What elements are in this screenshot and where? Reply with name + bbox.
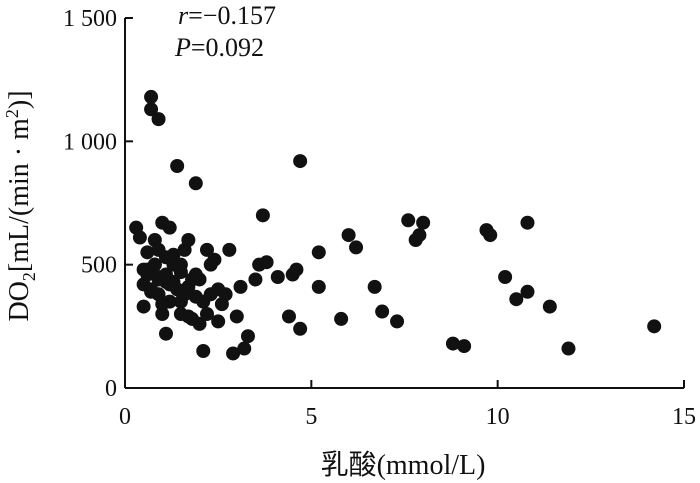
data-point <box>349 240 364 255</box>
data-point <box>416 215 431 230</box>
data-points <box>129 89 662 361</box>
data-point <box>293 321 308 336</box>
data-point <box>136 262 151 277</box>
x-tick-label: 10 <box>486 404 510 430</box>
data-point <box>181 233 196 247</box>
y-tick-label: 500 <box>81 253 117 279</box>
data-point <box>226 346 241 361</box>
data-point <box>140 245 155 260</box>
data-point <box>196 344 211 358</box>
y-axis-title: DO2[mL/(min · m2)] <box>2 90 39 321</box>
y-tick-label: 0 <box>105 376 117 402</box>
data-point <box>162 277 177 292</box>
data-point <box>192 316 207 331</box>
data-point <box>509 292 524 307</box>
data-point <box>166 247 181 262</box>
axes: 0 5 10 15 0 500 1 000 1 500 <box>63 6 696 430</box>
data-point <box>170 159 185 173</box>
data-point <box>561 341 576 356</box>
data-point <box>155 307 170 321</box>
p-value: =0.092 <box>191 33 264 62</box>
y-tick-label: 1 000 <box>63 129 117 155</box>
data-point <box>412 228 427 243</box>
data-point <box>270 270 285 284</box>
data-point <box>199 242 214 257</box>
data-point <box>375 304 390 319</box>
data-point <box>144 89 159 104</box>
data-point <box>498 270 513 284</box>
data-point <box>155 297 170 312</box>
x-tick-label: 5 <box>305 404 317 430</box>
data-point <box>144 284 159 299</box>
x-tick-label: 15 <box>672 404 696 430</box>
data-point <box>207 252 222 267</box>
data-point <box>289 262 304 277</box>
data-point <box>229 309 244 324</box>
data-point <box>647 319 662 334</box>
data-point <box>311 279 326 294</box>
data-point <box>147 257 162 272</box>
y-axis-title-main: DO <box>4 281 35 321</box>
data-point <box>520 284 535 299</box>
data-point <box>192 272 207 287</box>
data-point <box>181 279 196 294</box>
data-point <box>401 213 416 228</box>
data-point <box>341 228 356 243</box>
y-axis-title-sup: 2 <box>2 109 22 118</box>
data-point <box>520 215 535 230</box>
y-axis-title-mid: [mL/(min · m <box>4 118 35 272</box>
x-axis-ticks: 0 5 10 15 <box>119 380 696 430</box>
data-point <box>259 255 274 270</box>
p-symbol: P <box>174 33 191 62</box>
data-point <box>151 272 166 287</box>
data-point <box>255 208 270 223</box>
x-axis-title: 乳酸(mmol/L) <box>321 449 486 481</box>
correlation-annotation: r=−0.157 <box>178 1 276 30</box>
r-symbol: r <box>178 1 189 30</box>
p-value-annotation: P=0.092 <box>174 33 264 62</box>
data-point <box>218 287 233 302</box>
data-point <box>445 336 460 351</box>
y-axis-title-sub: 2 <box>19 272 39 281</box>
y-tick-label: 1 500 <box>63 6 117 32</box>
data-point <box>158 326 173 341</box>
data-point <box>367 279 382 294</box>
r-value: =−0.157 <box>188 1 276 30</box>
data-point <box>483 228 498 243</box>
data-point <box>211 314 226 329</box>
y-axis-title-end: )] <box>4 90 35 109</box>
data-point <box>173 265 188 280</box>
data-point <box>281 309 296 324</box>
y-axis-ticks: 0 500 1 000 1 500 <box>63 6 133 402</box>
data-point <box>162 220 177 235</box>
data-point <box>311 245 326 260</box>
data-point <box>233 279 248 294</box>
data-point <box>457 339 472 354</box>
data-point <box>334 311 349 326</box>
data-point <box>151 112 166 127</box>
data-point <box>144 102 159 117</box>
data-point <box>293 154 308 169</box>
data-point <box>136 299 151 314</box>
x-tick-label: 0 <box>119 404 131 430</box>
data-point <box>199 307 214 321</box>
data-point <box>132 230 147 245</box>
data-point <box>173 307 188 321</box>
data-point <box>542 299 557 314</box>
data-point <box>240 329 255 344</box>
data-point <box>222 242 237 257</box>
data-point <box>248 272 263 287</box>
data-point <box>390 314 405 329</box>
data-point <box>188 176 203 191</box>
data-point <box>237 341 252 356</box>
